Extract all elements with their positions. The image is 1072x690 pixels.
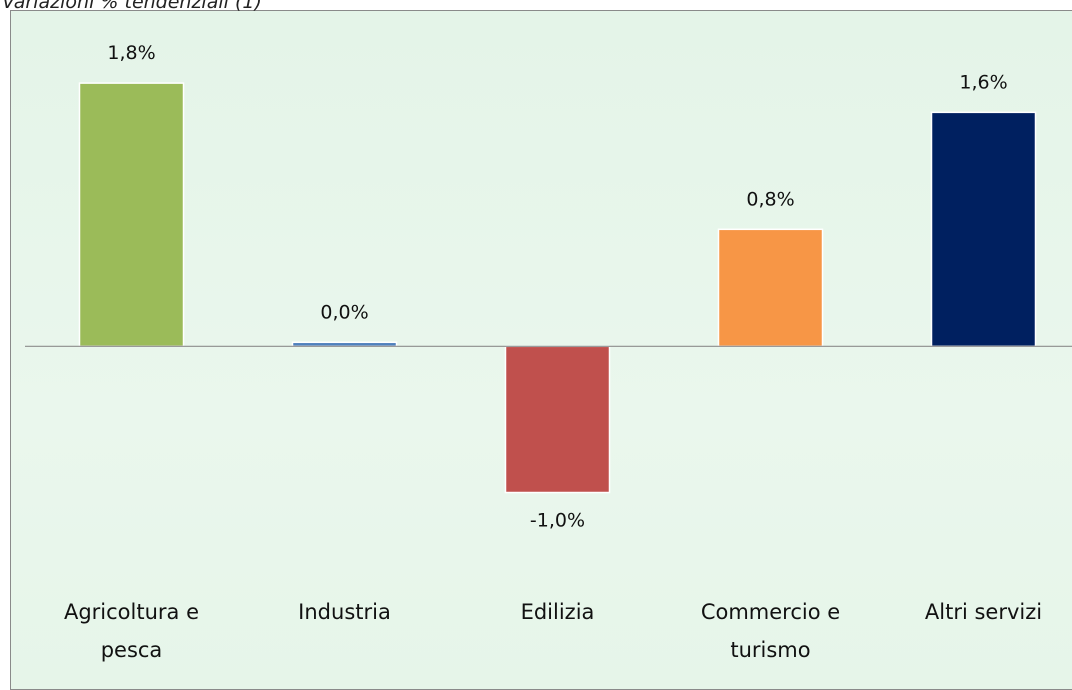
value-label: 0,8% [746,188,794,210]
bar [506,346,610,492]
x-tick-label: Altri servizi [889,593,1072,631]
x-tick-label: Edilizia [463,593,653,631]
x-tick-label: Commercio e turismo [676,593,866,669]
x-tick-label: Agricoltura e pesca [37,593,227,669]
value-label: -1,0% [530,510,585,532]
bar [932,112,1036,346]
bar [719,229,823,346]
bar [80,83,184,346]
value-label: 1,8% [107,42,155,64]
x-tick-label: Industria [250,593,440,631]
value-label: 0,0% [320,301,368,323]
value-label: 1,6% [959,71,1007,93]
